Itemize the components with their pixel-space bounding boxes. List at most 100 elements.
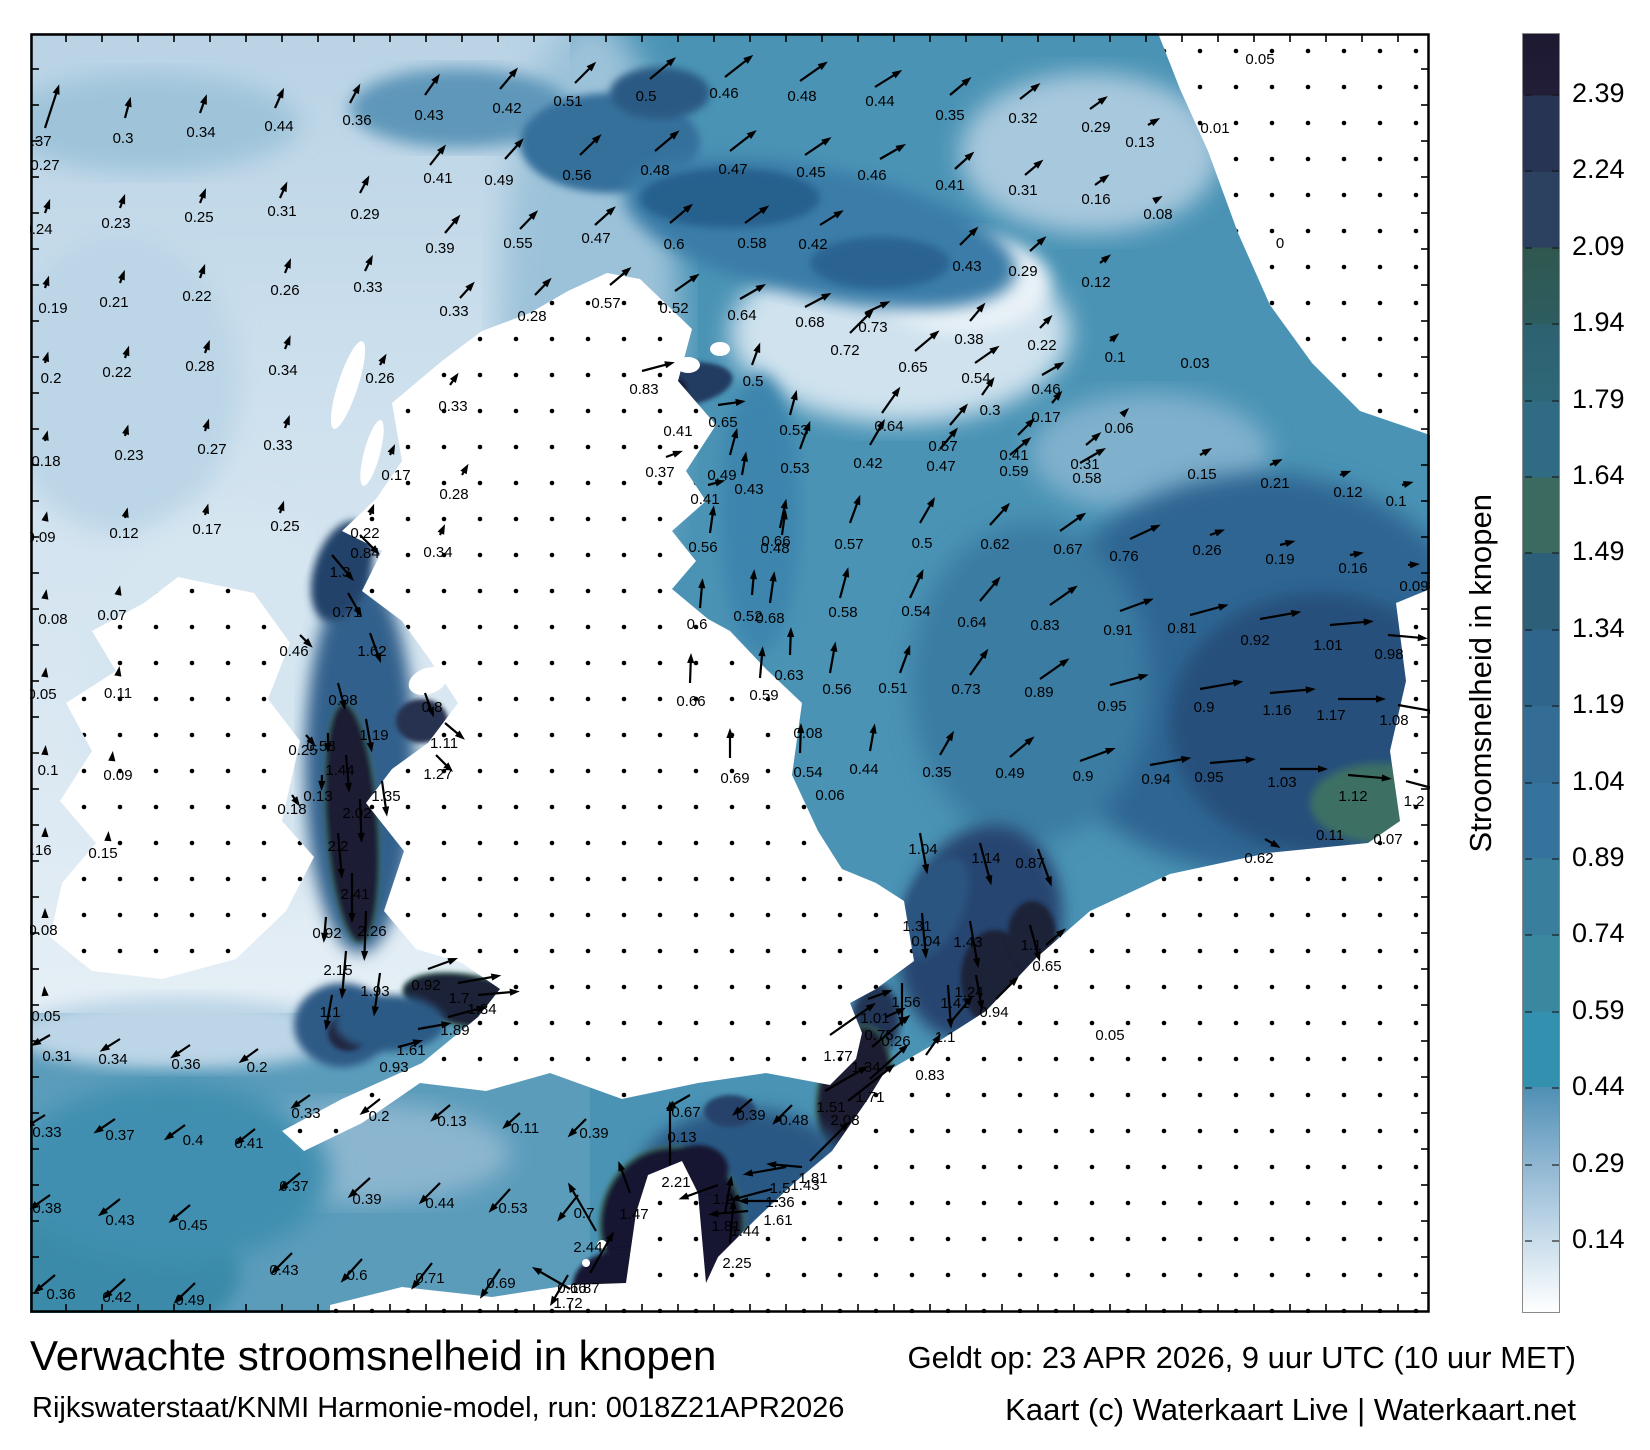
colorbar-tick bbox=[1525, 1240, 1532, 1242]
current-vector: 0.09 bbox=[1399, 561, 1429, 595]
current-vector: 0.27 bbox=[30, 157, 59, 174]
speed-value-label: 0.15 bbox=[88, 845, 117, 862]
current-vector: 0.36 bbox=[170, 1044, 201, 1073]
speed-value-label: 0.71 bbox=[332, 604, 361, 621]
speed-value-label: 0.87 bbox=[1015, 855, 1044, 872]
speed-value-label: 0.29 bbox=[1008, 263, 1037, 280]
current-vector: 0.11 bbox=[502, 1112, 539, 1137]
current-vector: 1.1 bbox=[935, 995, 974, 1046]
speed-value-label: 0.53 bbox=[498, 1200, 527, 1217]
speed-value-label: 0.49 bbox=[995, 765, 1024, 782]
speed-value-label: 0.37 bbox=[105, 1127, 134, 1144]
speed-value-label: 0.39 bbox=[579, 1125, 608, 1142]
current-vector: 0.45 bbox=[168, 1204, 208, 1234]
speed-value-label: 0.19 bbox=[1265, 551, 1294, 568]
speed-value-label: 1.1 bbox=[1021, 937, 1042, 954]
speed-value-label: 0.13 bbox=[303, 788, 332, 805]
speed-value-label: 0.22 bbox=[102, 364, 131, 381]
speed-value-label: 0.63 bbox=[774, 667, 803, 684]
current-vector: 0.66 bbox=[550, 1274, 587, 1307]
current-vector: 0.16 bbox=[1338, 550, 1368, 577]
current-vector: 0.29 bbox=[1008, 236, 1047, 280]
current-vector: 0.53 bbox=[779, 389, 809, 439]
speed-value-label: 0.68 bbox=[755, 610, 784, 627]
current-vector: 0.57 bbox=[834, 494, 864, 553]
colorbar-tick-label: 1.34 bbox=[1572, 612, 1625, 643]
current-vector: 0.1 bbox=[1105, 333, 1125, 366]
speed-value-label: 0.05 bbox=[1095, 1027, 1124, 1044]
speed-value-label: 1.2 bbox=[1404, 793, 1425, 810]
speed-value-label: 0.51 bbox=[553, 93, 582, 110]
speed-value-label: 0.04 bbox=[911, 933, 940, 950]
current-vector: 0.5 bbox=[912, 497, 935, 552]
speed-value-label: 0.08 bbox=[793, 725, 822, 742]
speed-value-label: 0.73 bbox=[951, 681, 980, 698]
speed-value-label: 0.26 bbox=[270, 282, 299, 299]
current-vector: 0.39 bbox=[567, 1118, 609, 1142]
speed-value-label: 0.26 bbox=[881, 1033, 910, 1050]
current-vector: 1.17 bbox=[1316, 695, 1386, 724]
speed-value-label: 0.51 bbox=[878, 680, 907, 697]
current-vector: 0.05 bbox=[1095, 1027, 1124, 1044]
current-vector: 0.95 bbox=[1194, 756, 1256, 786]
current-vector: 0.34 bbox=[98, 1038, 128, 1068]
speed-value-label: 0.46 bbox=[1031, 381, 1060, 398]
current-vector: 0.29 bbox=[350, 175, 380, 223]
current-vector: 0.28 bbox=[517, 277, 552, 325]
land-continent bbox=[330, 589, 1430, 1313]
current-vector: 0.71 bbox=[332, 592, 362, 621]
colorbar-tick bbox=[1525, 628, 1532, 631]
current-vector: 1.44 bbox=[325, 754, 355, 793]
speed-value-label: 0.34 bbox=[186, 124, 215, 141]
speed-value-label: 0.49 bbox=[175, 1292, 204, 1309]
current-vector: 0.51 bbox=[878, 644, 911, 697]
current-vector: 1.89 bbox=[440, 1005, 487, 1039]
speed-value-label: 0.43 bbox=[105, 1212, 134, 1229]
speed-value-label: 0.06 bbox=[815, 787, 844, 804]
speed-value-label: 1.56 bbox=[891, 994, 920, 1011]
current-vector: 0.33 bbox=[263, 414, 293, 454]
current-vector: 0.11 bbox=[104, 666, 132, 702]
current-vector: 0.44 bbox=[264, 87, 294, 135]
current-vector: 0.08 bbox=[30, 908, 58, 939]
colorbar-tick-label: 0.29 bbox=[1572, 1147, 1625, 1178]
current-vector: 1.5 bbox=[742, 1165, 790, 1197]
current-vector: 0.31 bbox=[1070, 432, 1102, 473]
current-vector: 0.56 bbox=[822, 641, 852, 698]
current-vector: 0.35 bbox=[922, 730, 954, 781]
speed-value-label: 0.43 bbox=[734, 481, 763, 498]
speed-value-label: 0.11 bbox=[1316, 827, 1344, 844]
colorbar-tick bbox=[1552, 399, 1559, 402]
colorbar-tick bbox=[1552, 94, 1559, 96]
current-vector: 0.57 bbox=[591, 267, 632, 312]
current-vector: 0.21 bbox=[99, 269, 129, 311]
speed-value-label: 0.42 bbox=[492, 100, 521, 117]
current-vector: 0.87 bbox=[1015, 848, 1052, 887]
current-vector: 0.15 bbox=[1187, 448, 1217, 483]
speed-value-label: 0.36 bbox=[46, 1286, 75, 1303]
speed-value-label: 0.49 bbox=[484, 172, 513, 189]
speed-value-label: 1.62 bbox=[357, 643, 386, 660]
colorbar-tick-label: 1.19 bbox=[1572, 689, 1625, 720]
speed-value-label: 0.05 bbox=[31, 1008, 60, 1025]
speed-value-label: 0.36 bbox=[342, 112, 371, 129]
speed-value-label: 0.09 bbox=[103, 767, 132, 784]
current-vector: 0.66 bbox=[676, 653, 706, 710]
current-vector: 0.13 bbox=[303, 774, 333, 805]
current-vector: 0.83 bbox=[1030, 585, 1078, 634]
speed-value-label: 0.71 bbox=[415, 1270, 444, 1287]
current-vector: 0.07 bbox=[1373, 831, 1402, 848]
speed-value-label: 2.15 bbox=[323, 962, 352, 979]
current-vector: 0.01 bbox=[1200, 120, 1229, 137]
speed-value-label: 1.2 bbox=[713, 1191, 734, 1208]
speed-value-label: 0.13 bbox=[437, 1113, 466, 1130]
current-vector: 0.29 bbox=[1081, 96, 1111, 136]
speed-value-label: 0.13 bbox=[667, 1129, 696, 1146]
colorbar-tick bbox=[1552, 1163, 1559, 1166]
colorbar-tick-label: 1.49 bbox=[1572, 536, 1625, 567]
current-vector: 0.13 bbox=[430, 1104, 467, 1130]
speed-value-label: 0.58 bbox=[828, 604, 857, 621]
speed-value-label: 1.27 bbox=[423, 766, 452, 783]
current-vector: 0.25 bbox=[288, 734, 318, 759]
speed-value-label: 0.5 bbox=[636, 88, 657, 105]
